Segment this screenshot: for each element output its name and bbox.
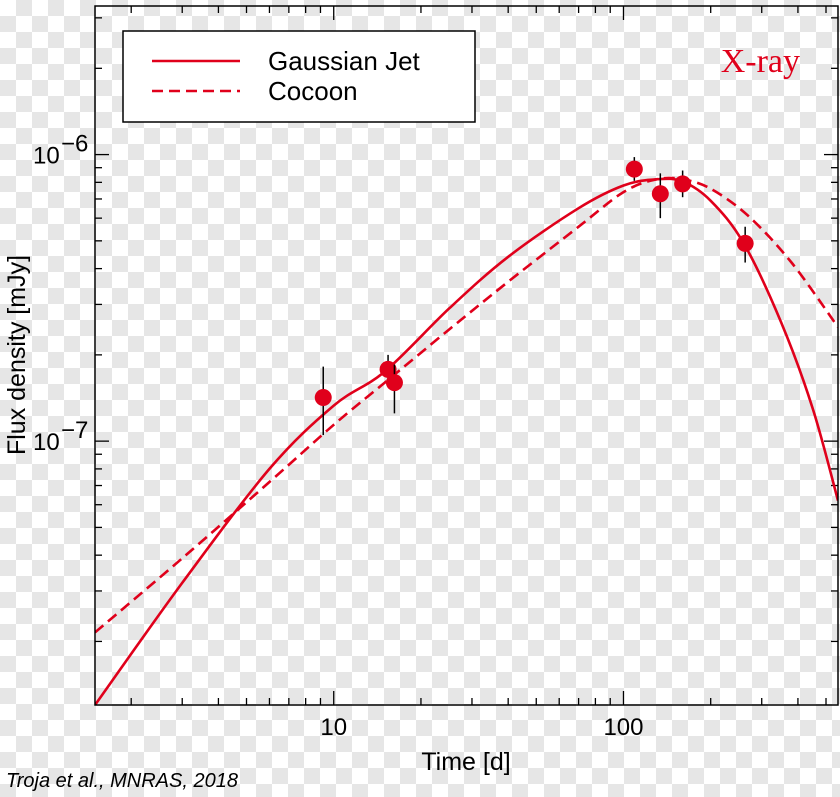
legend-box: [122, 30, 476, 123]
y-tick-label-exponent: −6: [61, 131, 88, 158]
x-tick-label: 10: [320, 714, 347, 741]
data-point: [736, 234, 754, 252]
axis-ticks: [95, 6, 838, 705]
y-axis-label: Flux density [mJy]: [3, 255, 31, 455]
band-annotation: X-ray: [721, 43, 800, 80]
data-point: [314, 388, 332, 406]
data-point: [651, 185, 669, 203]
data-point: [625, 160, 643, 178]
data-point: [385, 374, 403, 392]
legend-label-cocoon: Cocoon: [268, 76, 358, 106]
data-point: [379, 360, 397, 378]
legend: Gaussian Jet Cocoon: [122, 30, 476, 123]
x-axis-label: Time [d]: [421, 748, 510, 776]
x-tick-label: 100: [603, 714, 643, 741]
y-tick-label: 10: [33, 143, 60, 170]
series-line-cocoon: [95, 176, 838, 634]
model-curves: [95, 176, 838, 705]
series-line-gaussian-jet: [95, 177, 838, 705]
data-point: [674, 175, 692, 193]
data-points: [314, 157, 754, 436]
y-tick-label-exponent: −7: [61, 417, 88, 444]
y-tick-label: 10: [33, 429, 60, 456]
citation: Troja et al., MNRAS, 2018: [6, 770, 238, 792]
legend-label-gaussian-jet: Gaussian Jet: [268, 46, 421, 76]
plot-frame: [94, 5, 839, 706]
